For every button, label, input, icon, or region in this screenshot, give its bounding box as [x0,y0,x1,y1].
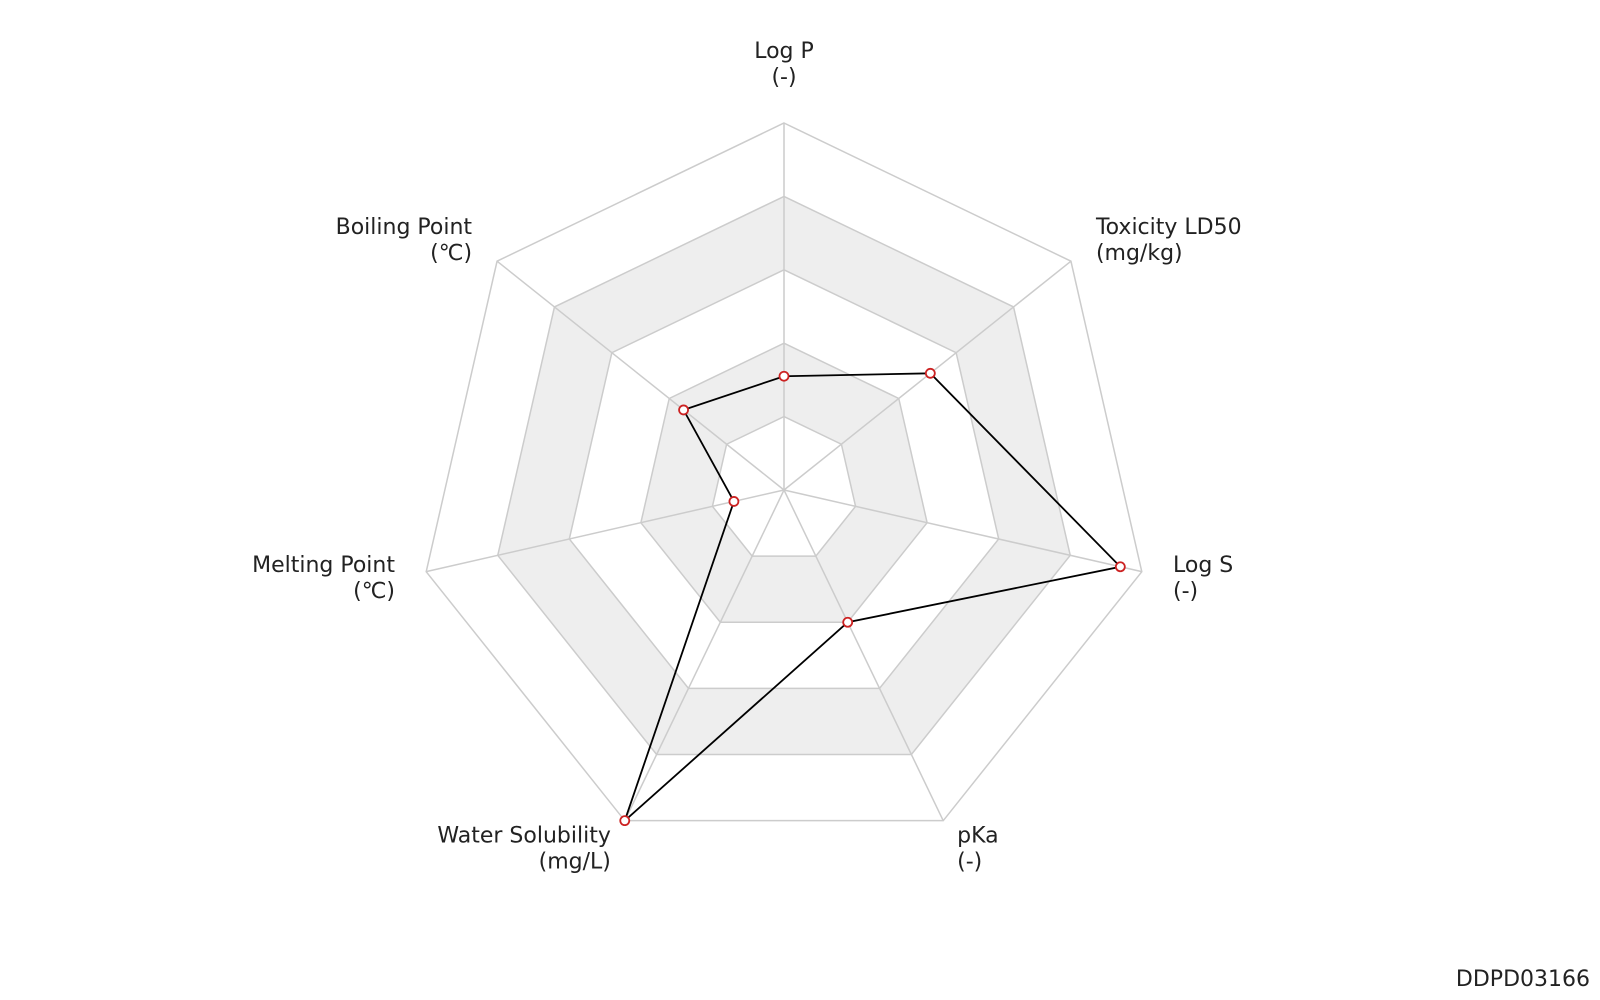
axis-line [426,489,785,573]
axis-line [624,489,785,821]
axis-label: Boiling Point [336,215,473,240]
data-point [728,496,740,507]
axis-unit: (-) [1173,579,1198,604]
axis-unit: (℃) [353,579,395,604]
axis-label: Melting Point [252,553,395,578]
axis-line [496,260,785,491]
data-line [622,372,1123,824]
axis-unit: (mg/kg) [1096,241,1183,266]
axis-label: pKa [957,823,999,848]
axis-label: Toxicity LD50 [1095,215,1242,240]
data-point [778,370,790,382]
axis-label: Log P [754,39,814,64]
data-point [678,404,689,416]
data-point [1114,561,1126,573]
watermark-id: DDPD03166 [1456,967,1590,992]
axis-line [783,489,1142,573]
axis-unit: (-) [957,849,982,874]
axis-label: Water Solubility [437,823,610,848]
axis-unit: (mg/L) [539,849,611,874]
axis-line [783,489,944,821]
axis-label: Log S [1173,553,1233,578]
axis-unit: (-) [771,65,796,90]
data-point [842,616,854,628]
axis-unit: (℃) [430,241,472,266]
data-point [924,367,936,379]
data-point [619,815,631,827]
